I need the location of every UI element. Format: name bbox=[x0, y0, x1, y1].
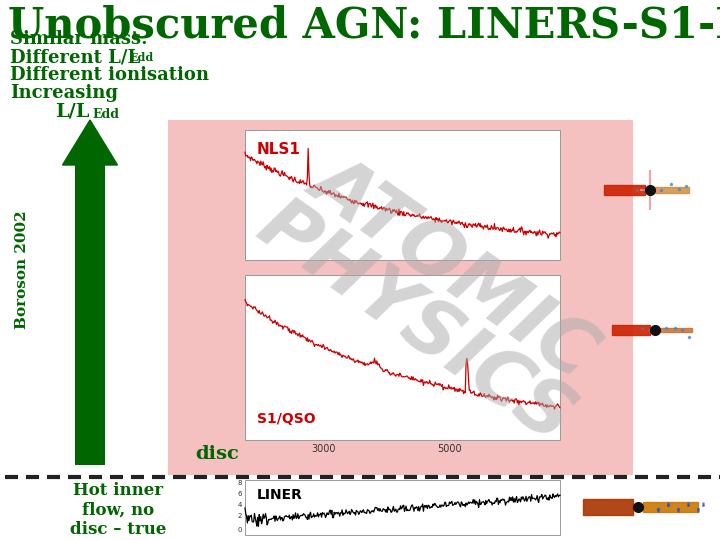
Text: LINER: LINER bbox=[257, 488, 303, 502]
FancyArrow shape bbox=[611, 325, 650, 335]
Bar bbox=[168, 120, 633, 475]
Text: L/L: L/L bbox=[55, 102, 89, 120]
FancyArrow shape bbox=[643, 502, 698, 512]
FancyArrow shape bbox=[583, 499, 633, 515]
Bar bbox=[75, 165, 105, 465]
Text: 2: 2 bbox=[238, 513, 242, 519]
Text: Unobscured AGN: LINERS-S1-NLS1: Unobscured AGN: LINERS-S1-NLS1 bbox=[8, 5, 720, 47]
Text: disc: disc bbox=[195, 445, 239, 463]
Text: 4: 4 bbox=[238, 502, 242, 508]
Bar bbox=[245, 480, 560, 535]
Text: 0: 0 bbox=[238, 526, 242, 532]
Text: S1/QSO: S1/QSO bbox=[257, 412, 315, 426]
Text: Edd: Edd bbox=[130, 52, 154, 63]
FancyArrow shape bbox=[604, 185, 645, 195]
Text: 6: 6 bbox=[238, 491, 242, 497]
Text: NLS1: NLS1 bbox=[257, 142, 301, 157]
Text: Hot inner
flow, no
disc – true
Seyfert 2s: Hot inner flow, no disc – true Seyfert 2… bbox=[70, 482, 166, 540]
FancyArrow shape bbox=[660, 328, 691, 333]
Text: 8: 8 bbox=[238, 480, 242, 486]
Text: Increasing: Increasing bbox=[10, 84, 118, 102]
Bar bbox=[245, 130, 560, 260]
Bar bbox=[245, 275, 560, 440]
Text: Similar mass.: Similar mass. bbox=[10, 30, 148, 48]
Text: ATOMIC
PHYSICS: ATOMIC PHYSICS bbox=[244, 132, 626, 458]
Text: Boroson 2002: Boroson 2002 bbox=[15, 211, 29, 329]
FancyArrow shape bbox=[655, 187, 689, 193]
Polygon shape bbox=[63, 120, 117, 165]
Text: 3000: 3000 bbox=[312, 444, 336, 454]
Text: 5000: 5000 bbox=[438, 444, 462, 454]
Text: Edd: Edd bbox=[92, 108, 119, 121]
Text: Different ionisation: Different ionisation bbox=[10, 66, 209, 84]
Text: Different L/L: Different L/L bbox=[10, 48, 140, 66]
